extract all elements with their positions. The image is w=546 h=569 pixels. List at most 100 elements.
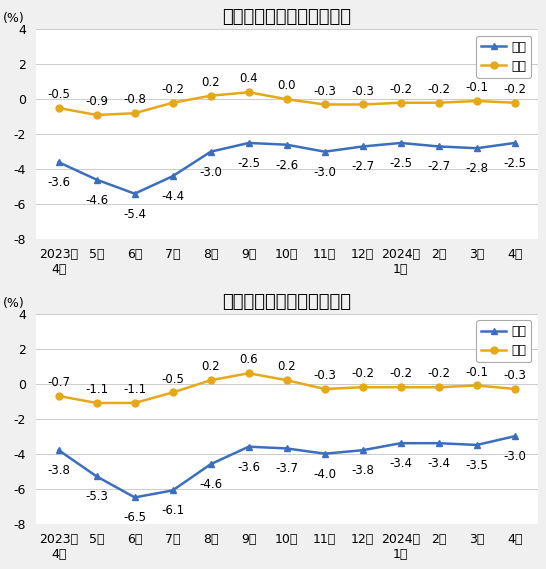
同比 [207,149,214,155]
环比 [512,386,518,393]
Line: 环比: 环比 [55,89,518,118]
Text: 0.2: 0.2 [277,360,296,373]
Text: -0.1: -0.1 [465,81,488,94]
环比 [55,105,62,112]
环比 [322,386,328,393]
Text: -6.1: -6.1 [161,504,184,517]
同比 [132,190,138,197]
Text: -1.1: -1.1 [85,383,108,396]
Text: -2.5: -2.5 [389,157,412,170]
环比 [132,110,138,117]
Text: -3.0: -3.0 [199,166,222,179]
Text: 0.4: 0.4 [240,72,258,85]
同比 [512,139,518,146]
环比 [207,92,214,99]
环比 [397,100,404,106]
Text: -0.3: -0.3 [503,369,526,382]
Text: -2.7: -2.7 [351,160,375,174]
同比 [397,440,404,447]
同比 [55,159,62,166]
Text: (%): (%) [3,12,25,25]
Text: -3.5: -3.5 [465,459,488,472]
Text: -3.6: -3.6 [237,460,260,473]
环比 [359,101,366,108]
同比 [132,494,138,501]
Title: 工业生产者出厂价格涨跌幅: 工业生产者出厂价格涨跌幅 [222,9,351,26]
环比 [359,384,366,391]
同比 [359,447,366,453]
Text: -0.2: -0.2 [503,83,526,96]
同比 [283,445,290,452]
Text: -4.6: -4.6 [199,478,222,491]
同比 [207,461,214,468]
同比 [169,173,176,180]
环比 [55,393,62,399]
Text: 0.2: 0.2 [201,76,220,89]
Text: -0.3: -0.3 [313,85,336,97]
Text: 0.6: 0.6 [240,353,258,366]
环比 [283,377,290,384]
同比 [397,139,404,146]
Text: -6.5: -6.5 [123,512,146,524]
Text: -3.0: -3.0 [503,450,526,463]
同比 [93,473,100,480]
Text: -2.6: -2.6 [275,159,298,172]
同比 [473,145,480,151]
环比 [473,382,480,389]
Text: -3.4: -3.4 [428,457,450,470]
Text: -2.8: -2.8 [465,162,488,175]
环比 [93,112,100,118]
环比 [169,389,176,396]
Text: -3.7: -3.7 [275,463,298,475]
Text: -4.4: -4.4 [161,190,184,203]
Title: 工业生产者购进价格涨跌幅: 工业生产者购进价格涨跌幅 [222,293,351,311]
Line: 环比: 环比 [55,370,518,406]
同比 [169,487,176,494]
Line: 同比: 同比 [55,139,518,197]
环比 [169,100,176,106]
同比 [246,443,252,450]
Text: -3.6: -3.6 [47,176,70,189]
Legend: 同比, 环比: 同比, 环比 [477,35,531,78]
Text: 0.2: 0.2 [201,360,220,373]
Text: -4.0: -4.0 [313,468,336,481]
Text: -1.1: -1.1 [123,383,146,396]
同比 [246,139,252,146]
环比 [322,101,328,108]
Text: -0.2: -0.2 [389,83,412,96]
Text: -3.8: -3.8 [351,464,374,477]
同比 [436,143,442,150]
Text: -2.5: -2.5 [237,157,260,170]
Text: -0.2: -0.2 [428,83,450,96]
同比 [322,450,328,457]
Text: -0.1: -0.1 [465,365,488,378]
环比 [473,97,480,104]
同比 [359,143,366,150]
环比 [207,377,214,384]
同比 [322,149,328,155]
环比 [436,100,442,106]
环比 [397,384,404,391]
环比 [246,89,252,96]
同比 [55,447,62,453]
环比 [93,399,100,406]
Legend: 同比, 环比: 同比, 环比 [477,320,531,362]
环比 [246,370,252,377]
环比 [512,100,518,106]
Text: -0.9: -0.9 [85,95,108,108]
Text: -0.7: -0.7 [47,376,70,389]
Text: -0.3: -0.3 [313,369,336,382]
同比 [473,442,480,448]
同比 [283,141,290,148]
环比 [132,399,138,406]
Text: 0.0: 0.0 [277,79,296,92]
Text: -2.7: -2.7 [428,160,450,174]
Text: -0.2: -0.2 [351,367,375,380]
同比 [93,176,100,183]
Text: -5.4: -5.4 [123,208,146,221]
环比 [283,96,290,102]
Text: -2.5: -2.5 [503,157,526,170]
同比 [512,433,518,440]
Text: -0.2: -0.2 [161,83,184,96]
Text: -0.3: -0.3 [351,85,374,97]
